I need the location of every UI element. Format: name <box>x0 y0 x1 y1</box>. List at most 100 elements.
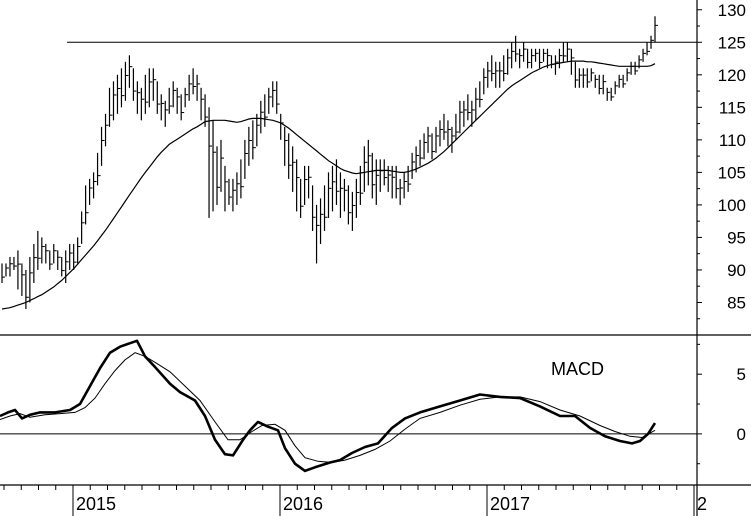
price-bar <box>542 48 547 62</box>
price-bar <box>236 172 240 205</box>
price-bar <box>526 48 531 69</box>
year-label: 2 <box>697 494 707 514</box>
price-bar <box>315 204 320 264</box>
price-bar <box>451 126 455 153</box>
price-bar <box>77 237 81 264</box>
price-bar <box>136 81 141 114</box>
price-bar <box>304 165 308 205</box>
price-bar <box>176 87 181 114</box>
price-bar <box>140 87 145 121</box>
macd-panel: MACD 0 5 <box>0 339 746 473</box>
price-bar <box>292 146 296 192</box>
price-bar <box>479 81 483 108</box>
price-bar <box>116 74 121 114</box>
price-bar <box>307 165 312 199</box>
price-bar <box>69 243 73 270</box>
x-axis: 2015 2016 2017 2 <box>3 485 707 516</box>
price-bar <box>152 68 157 101</box>
price-bar <box>594 74 599 88</box>
price-bar <box>467 94 471 121</box>
price-bar <box>256 113 260 147</box>
price-bar <box>288 133 292 179</box>
price-bar <box>104 113 109 147</box>
price-bar <box>65 250 69 283</box>
price-bar <box>331 165 336 212</box>
price-bar <box>495 61 499 88</box>
price-bar <box>264 94 268 127</box>
price-bar <box>431 133 436 160</box>
macd-line <box>0 339 657 473</box>
price-bar <box>642 48 647 62</box>
price-bar <box>339 172 344 218</box>
price-tick-label: 100 <box>718 196 746 215</box>
price-bar <box>244 139 248 179</box>
price-bar <box>73 243 77 270</box>
price-bar <box>534 48 539 62</box>
price-bar <box>459 100 463 134</box>
price-bar <box>13 256 17 270</box>
price-bar <box>507 48 511 75</box>
price-bar <box>582 68 587 88</box>
price-bar <box>276 81 280 114</box>
price-bar <box>343 178 348 212</box>
price-bar <box>172 81 177 108</box>
price-bar <box>37 230 41 270</box>
price-bar <box>566 42 571 62</box>
price-bar <box>618 74 623 88</box>
price-bar <box>447 120 451 147</box>
price-bar <box>335 159 340 205</box>
price-bar <box>180 94 185 121</box>
price-bar <box>212 120 217 212</box>
price-bar <box>558 48 563 69</box>
price-bar <box>399 178 404 205</box>
price-bar <box>578 68 583 88</box>
price-bar <box>562 42 567 62</box>
price-bar <box>654 16 658 43</box>
price-bar <box>192 68 197 95</box>
price-bar <box>427 126 432 153</box>
price-bar <box>208 107 213 218</box>
price-bar <box>455 113 459 140</box>
price-bar <box>355 178 360 218</box>
price-bar <box>252 120 256 160</box>
price-bar <box>586 68 591 88</box>
price-bar <box>523 42 527 62</box>
price-bar <box>144 74 149 114</box>
price-bar <box>319 198 324 244</box>
price-bar <box>57 250 61 270</box>
price-bar <box>311 185 316 231</box>
price-bar <box>503 55 507 82</box>
price-bar <box>81 211 85 244</box>
price-bar <box>554 55 559 75</box>
price-bar <box>92 172 97 199</box>
price-bar <box>49 250 53 270</box>
price-bar <box>268 87 272 114</box>
price-bar <box>443 113 447 140</box>
price-bar <box>85 185 89 225</box>
price-tick-label: 105 <box>718 163 746 182</box>
year-label: 2015 <box>76 494 116 514</box>
price-bar <box>240 159 244 199</box>
price-bar <box>220 139 224 192</box>
price-bar <box>41 237 45 264</box>
price-bar <box>463 100 467 127</box>
price-bar <box>546 48 551 69</box>
year-label: 2017 <box>490 494 530 514</box>
price-bar <box>423 133 428 160</box>
price-bar <box>519 48 523 69</box>
price-bar <box>383 159 388 186</box>
price-bar <box>200 87 205 121</box>
price-bar <box>610 87 615 101</box>
price-bar <box>9 256 13 277</box>
price-bar <box>411 152 416 179</box>
price-bar <box>108 87 113 127</box>
price-panel: 85 90 95 100 105 110 115 120 125 130 <box>1 1 746 320</box>
price-bar <box>471 100 475 127</box>
price-bar <box>530 48 535 69</box>
price-bar <box>574 61 579 88</box>
price-bar <box>156 81 161 114</box>
macd-tick-label: 5 <box>737 365 746 384</box>
price-tick-label: 125 <box>718 33 746 52</box>
